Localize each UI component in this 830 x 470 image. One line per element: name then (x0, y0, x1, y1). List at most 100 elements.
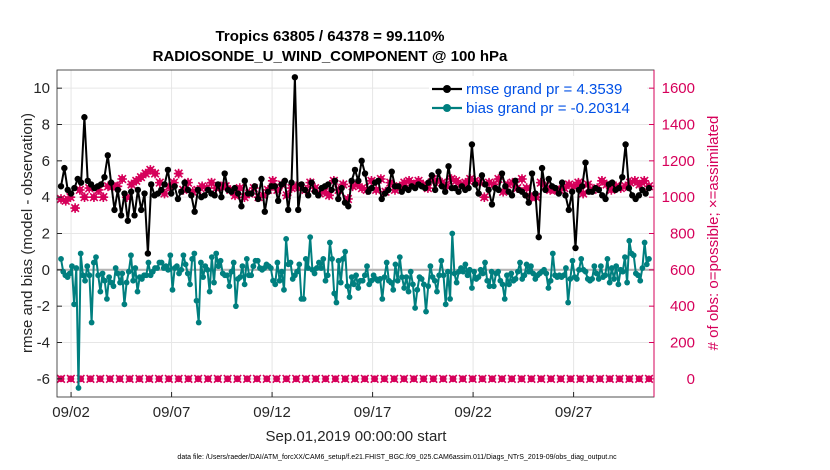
bias-series (58, 230, 652, 391)
obs-assimilated-cross (338, 179, 349, 190)
bias-point-233 (567, 276, 574, 282)
bias-point-186 (464, 272, 471, 279)
obs-assimilated-cross (352, 179, 363, 190)
obs-possible-point-21 (262, 374, 272, 384)
y-tick-label-7: 8 (42, 117, 50, 134)
rmse-point-38 (184, 186, 192, 194)
obs-possible-cross (125, 374, 134, 384)
y-tick-label-2: -2 (37, 298, 50, 315)
bias-point-214 (525, 268, 532, 275)
bias-point-120 (320, 256, 327, 262)
bias-point-24 (110, 283, 117, 290)
obs-assimilated-cross (164, 181, 175, 192)
bias-point-152 (390, 286, 397, 293)
bias-point-40 (145, 259, 152, 266)
bias-point-57 (182, 261, 189, 268)
bias-point-88 (250, 263, 257, 270)
rmse-point-67 (281, 177, 289, 185)
rmse-point-111 (428, 172, 436, 179)
rmse-point-70 (291, 74, 299, 81)
rmse-point-77 (315, 192, 322, 199)
bias-point-146 (377, 276, 384, 282)
obs-assimilated-cross (140, 168, 151, 179)
rmse-point-30 (158, 186, 165, 194)
x-tick-label-0: 09/02 (52, 404, 90, 421)
bias-point-157 (401, 285, 408, 291)
rmse-point-75 (308, 179, 315, 186)
y-tick-label-5: 4 (42, 189, 50, 206)
legend-bias-label: bias grand pr = -0.20314 (466, 100, 630, 117)
bias-point-10 (79, 272, 86, 279)
legend-rmse-marker (443, 85, 451, 93)
bias-point-197 (488, 268, 495, 275)
legend-bias-marker (443, 104, 451, 112)
obs-possible-point-33 (380, 374, 389, 384)
bias-point-251 (606, 279, 613, 286)
rmse-point-26 (144, 250, 152, 257)
rmse-series (57, 74, 653, 257)
bias-point-259 (624, 279, 631, 286)
obs-possible-point-26 (311, 374, 321, 384)
obs-possible-point-18 (233, 374, 242, 384)
bias-point-249 (602, 272, 609, 279)
obs-possible-point-39 (438, 374, 448, 384)
obs-assimilated-point-13 (117, 174, 127, 184)
rmse-point-169 (622, 141, 629, 148)
obs-assimilated-cross (159, 188, 170, 199)
rmse-point-125 (475, 190, 482, 197)
obs-assimilated-cross (319, 186, 330, 197)
bias-point-121 (322, 277, 329, 284)
bias-point-174 (438, 257, 445, 264)
obs-possible-cross (233, 374, 242, 384)
bias-point-51 (169, 286, 176, 293)
bias-point-231 (563, 265, 569, 271)
bias-point-65 (200, 274, 206, 280)
rmse-point-34 (171, 183, 178, 190)
obs-possible-cross (66, 374, 76, 384)
rmse-point-175 (642, 190, 649, 197)
rmse-point-115 (441, 188, 449, 195)
rmse-point-145 (542, 186, 549, 194)
bias-point-247 (597, 263, 604, 270)
bias-point-127 (335, 257, 342, 264)
bias-point-109 (296, 261, 303, 268)
obs-assimilated-cross (404, 176, 414, 186)
obs-possible-cross (135, 374, 144, 384)
bias-point-79 (230, 259, 237, 266)
bias-point-173 (436, 272, 443, 279)
rmse-point-81 (328, 186, 335, 194)
bias-point-9 (77, 250, 84, 257)
rmse-point-139 (522, 192, 529, 199)
rmse-point-43 (201, 192, 208, 199)
rmse-point-61 (261, 208, 268, 215)
bias-point-6 (71, 301, 78, 308)
obs-possible-point-13 (184, 374, 193, 384)
bias-point-202 (499, 281, 506, 288)
obs-possible-point-14 (193, 374, 203, 384)
obs-possible-cross (576, 374, 585, 384)
y-tick-label-8: 10 (33, 80, 50, 97)
y-right-tick-label-2: 400 (670, 298, 695, 315)
obs-possible-point-20 (252, 374, 262, 384)
bias-point-133 (348, 274, 355, 280)
bias-point-215 (528, 263, 534, 270)
obs-assimilated-cross (154, 177, 165, 188)
obs-possible-cross (615, 374, 624, 384)
obs-possible-cross (115, 374, 125, 384)
obs-possible-cross (458, 374, 468, 384)
obs-possible-cross (301, 374, 311, 384)
obs-possible-cross (634, 374, 644, 384)
obs-possible-point-36 (409, 374, 419, 384)
obs-possible-cross (154, 374, 164, 384)
obs-assimilated-cross (366, 176, 377, 186)
rmse-point-91 (361, 170, 369, 177)
bias-point-254 (613, 263, 620, 270)
bias-point-266 (639, 265, 646, 271)
bias-point-28 (119, 270, 126, 277)
rmse-point-113 (435, 168, 442, 175)
bias-point-209 (514, 268, 521, 275)
x-axis: 09/02 09/07 09/12 09/17 09/22 09/27 (52, 392, 592, 421)
obs-assimilated-cross (112, 181, 123, 192)
obs-possible-point-3 (86, 374, 95, 384)
rmse-point-98 (385, 186, 392, 194)
